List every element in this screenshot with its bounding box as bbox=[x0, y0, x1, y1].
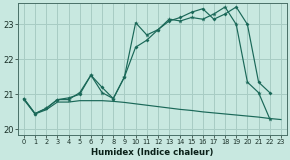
X-axis label: Humidex (Indice chaleur): Humidex (Indice chaleur) bbox=[91, 148, 213, 156]
